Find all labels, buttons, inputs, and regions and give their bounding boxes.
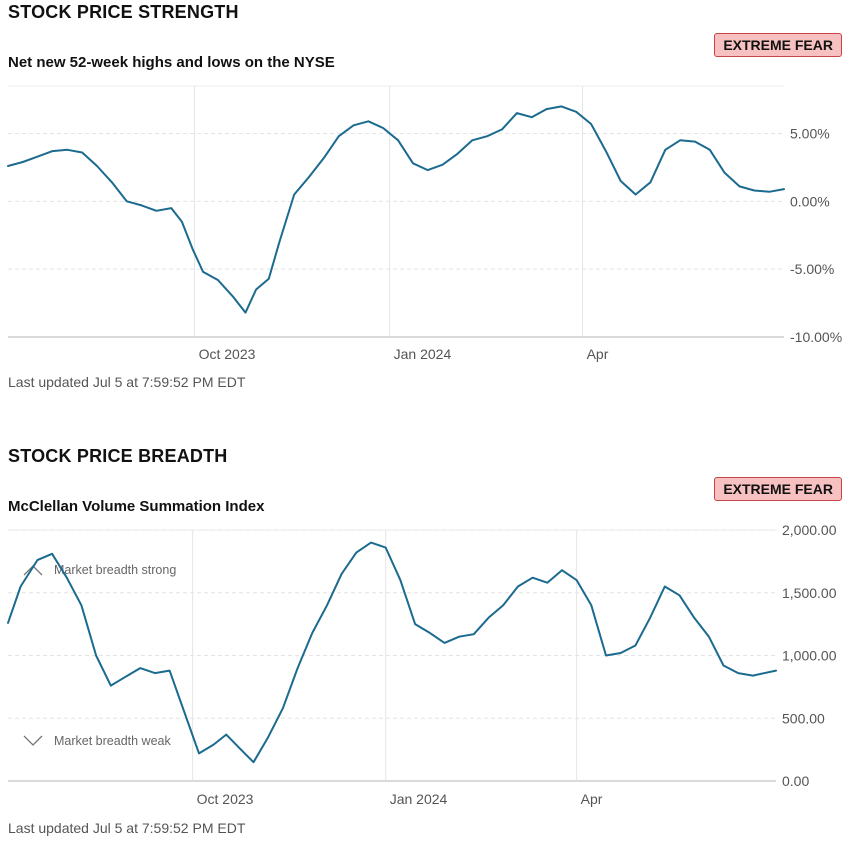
series-line: [7, 541, 777, 764]
y-tick-label: 5.00%: [790, 125, 830, 141]
y-tick-label: 0.00%: [790, 193, 830, 209]
x-tick-label: Jan 2024: [394, 346, 452, 362]
section-title: STOCK PRICE BREADTH: [8, 446, 228, 466]
series-line: [7, 105, 785, 314]
x-tick-label: Apr: [581, 791, 603, 807]
y-tick-label: 500.00: [782, 710, 825, 726]
chevron-down-icon: [23, 735, 43, 746]
y-tick-label: -5.00%: [790, 261, 834, 277]
stock-price-strength-section: STOCK PRICE STRENGTH Net new 52-week hig…: [0, 0, 862, 420]
annotation-label: Market breadth weak: [54, 734, 171, 748]
x-tick-label: Oct 2023: [197, 791, 254, 807]
market-breadth-weak-annotation: Market breadth weak: [23, 734, 171, 748]
y-tick-label: -10.00%: [790, 329, 842, 345]
fear-greed-badge: EXTREME FEAR: [714, 33, 842, 57]
stock-price-breadth-section: STOCK PRICE BREADTH McClellan Volume Sum…: [0, 444, 862, 841]
market-breadth-strong-annotation: Market breadth strong: [23, 563, 176, 577]
section-title: STOCK PRICE STRENGTH: [8, 2, 239, 22]
breadth-line-chart: 2,000.00 1,500.00 1,000.00 500.00 0.00 Oct 20…: [7, 522, 837, 807]
y-tick-label: 1,000.00: [782, 648, 837, 664]
strength-line-chart: 5.00% 0.00% -5.00% -10.00% Oct 2023 Jan 2024 A…: [7, 85, 842, 362]
chart-subtitle: Net new 52-week highs and lows on the NY…: [8, 54, 335, 71]
y-tick-label: 0.00: [782, 773, 809, 789]
chart-subtitle: McClellan Volume Summation Index: [8, 498, 265, 515]
x-tick-label: Jan 2024: [390, 791, 448, 807]
x-tick-label: Apr: [587, 346, 609, 362]
y-tick-label: 2,000.00: [782, 522, 837, 538]
last-updated-text: Last updated Jul 5 at 7:59:52 PM EDT: [8, 820, 246, 836]
x-tick-label: Oct 2023: [199, 346, 256, 362]
fear-greed-badge: EXTREME FEAR: [714, 477, 842, 501]
last-updated-text: Last updated Jul 5 at 7:59:52 PM EDT: [8, 374, 246, 390]
annotation-label: Market breadth strong: [54, 563, 176, 577]
y-tick-label: 1,500.00: [782, 585, 837, 601]
